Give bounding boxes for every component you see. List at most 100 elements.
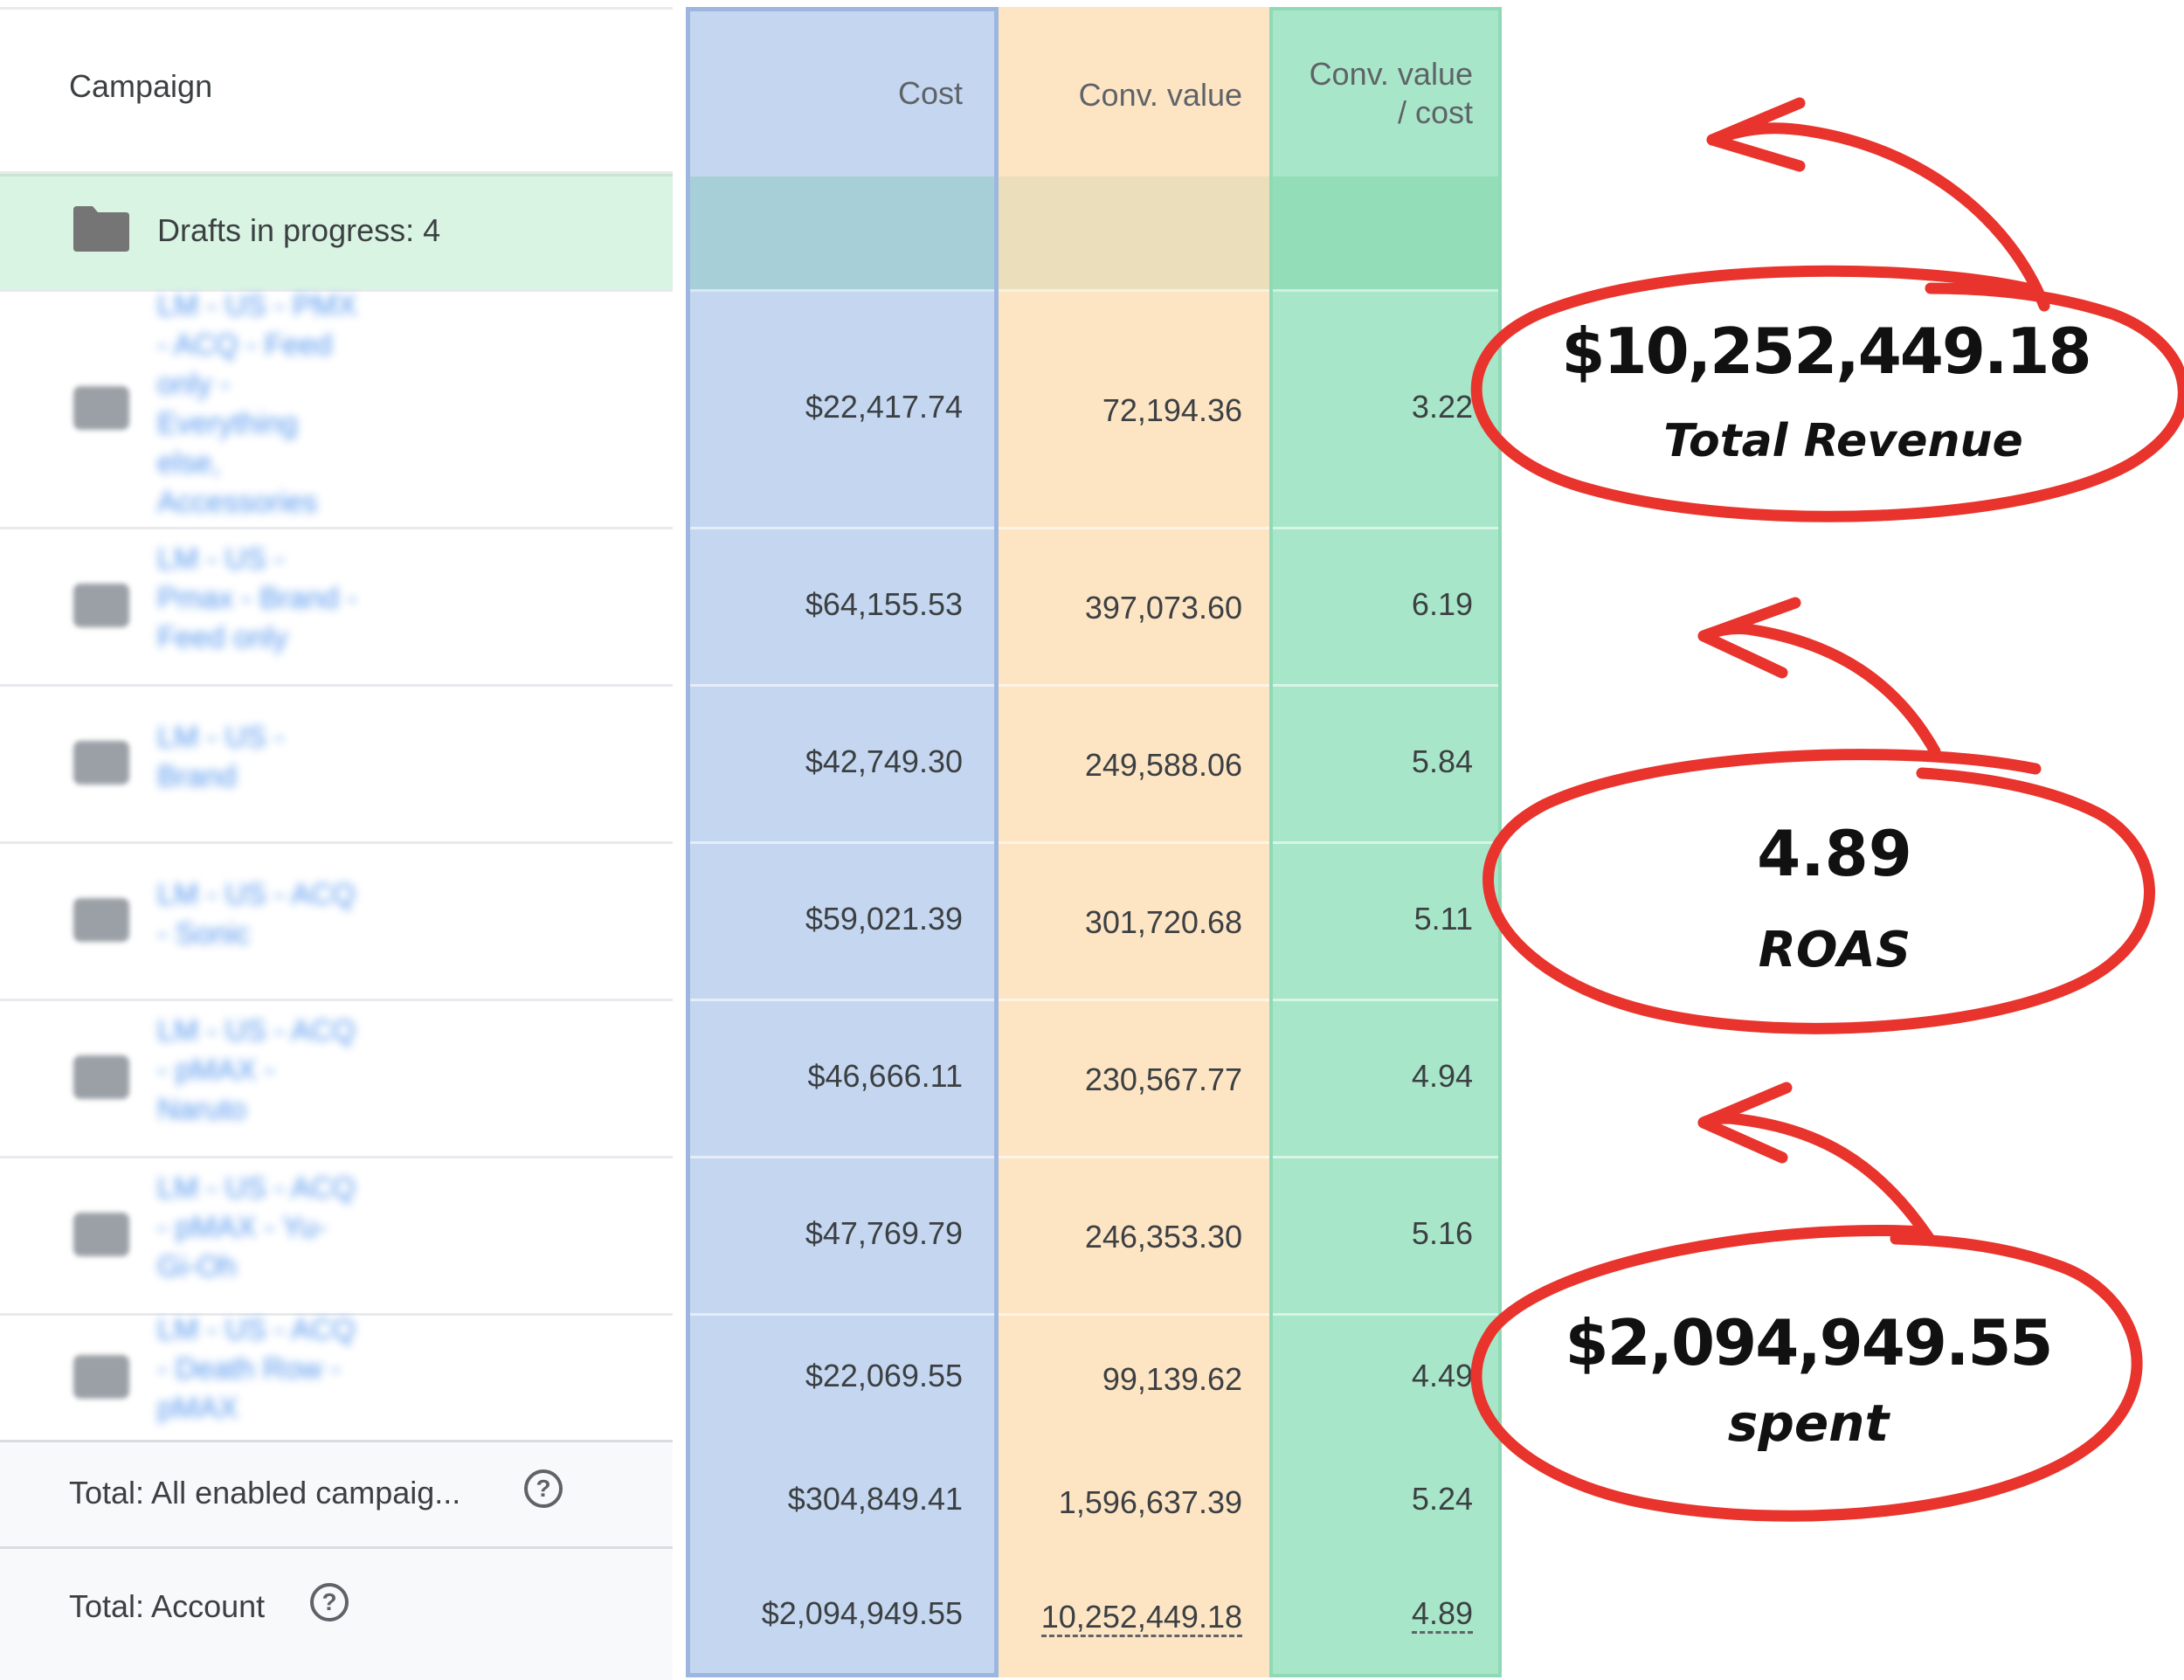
help-icon[interactable]: ? xyxy=(524,1469,563,1508)
column-row-divider xyxy=(999,1156,1269,1158)
column-row-divider xyxy=(999,999,1269,1001)
column-row-divider xyxy=(690,1156,994,1158)
row-divider xyxy=(0,999,673,1001)
roas-circle xyxy=(1482,749,2155,1034)
column-row-divider xyxy=(690,1313,994,1316)
drafts-label: Drafts in progress: 4 xyxy=(157,212,441,248)
roas-annotation-value: 4.89 xyxy=(1757,817,1912,890)
conv-value-header[interactable]: Conv. value xyxy=(1078,77,1242,113)
column-row-divider xyxy=(999,289,1269,292)
roas-header-line1[interactable]: Conv. value xyxy=(1309,56,1473,92)
column-row-divider xyxy=(690,527,994,529)
row-divider xyxy=(0,1313,673,1316)
spent-annotation-value: $2,094,949.55 xyxy=(1565,1306,2053,1379)
conv-value-cell: 230,567.77 xyxy=(1084,1061,1242,1097)
roas-cell: 6.19 xyxy=(1411,586,1473,622)
roas-header-line2[interactable]: / cost xyxy=(1397,94,1473,130)
column-row-divider xyxy=(690,289,994,292)
column-row-divider xyxy=(999,841,1269,844)
total-account-roas-text[interactable]: 4.89 xyxy=(1411,1595,1473,1634)
column-row-divider xyxy=(999,684,1269,687)
campaign-name-link[interactable]: LM - US - ACQ - Sonic xyxy=(157,878,356,951)
column-row-divider xyxy=(690,841,994,844)
help-icon[interactable]: ? xyxy=(310,1583,349,1621)
total-account-cost: $2,094,949.55 xyxy=(761,1595,963,1631)
row-divider xyxy=(0,684,673,687)
conv-value-cell: 301,720.68 xyxy=(1084,904,1242,940)
folder-icon xyxy=(73,206,129,252)
cost-cell: $46,666.11 xyxy=(807,1058,963,1094)
drafts-roas-cell xyxy=(1273,176,1498,292)
cost-cell: $42,749.30 xyxy=(805,743,963,779)
campaign-name-link[interactable]: LM - US - Pmax - Brand - Feed only xyxy=(157,543,357,654)
roas-cell: 4.94 xyxy=(1411,1058,1473,1094)
total-account-conv-value: 10,252,449.18 xyxy=(1013,1599,1242,1637)
total-enabled-conv-value: 1,596,637.39 xyxy=(1058,1484,1242,1520)
revenue-annotation-caption: Total Revenue xyxy=(1663,415,2023,467)
revenue-circle xyxy=(1470,265,2184,522)
column-row-divider xyxy=(690,684,994,687)
cost-cell: $64,155.53 xyxy=(805,586,963,622)
header-bottom-line xyxy=(0,171,673,174)
total-enabled-roas: 5.24 xyxy=(1411,1481,1473,1517)
performance-max-icon xyxy=(73,1213,129,1256)
cost-cell: $22,069.55 xyxy=(805,1357,963,1393)
search-campaign-icon xyxy=(73,741,129,785)
total-account-roas: 4.89 xyxy=(1275,1595,1473,1634)
column-row-divider xyxy=(999,1313,1269,1316)
campaign-name-link[interactable]: LM - US - PMX - ACQ - Feed only - Everyt… xyxy=(157,289,357,519)
total-account-label: Total: Account xyxy=(69,1588,266,1624)
roas-cell: 3.22 xyxy=(1411,389,1473,425)
campaign-name-link[interactable]: LM - US - Brand xyxy=(157,721,285,793)
roas-cell: 5.84 xyxy=(1411,743,1473,779)
row-divider xyxy=(0,1156,673,1158)
spent-annotation-caption: spent xyxy=(1727,1393,1890,1453)
column-row-divider xyxy=(1273,527,1498,529)
performance-max-icon xyxy=(73,1055,129,1099)
conv-value-cell: 72,194.36 xyxy=(1102,392,1242,428)
spent-circle xyxy=(1470,1225,2143,1522)
column-row-divider xyxy=(1273,289,1498,292)
conv-value-cell: 99,139.62 xyxy=(1102,1360,1242,1397)
column-row-divider xyxy=(999,527,1269,529)
cost-cell: $59,021.39 xyxy=(805,901,963,937)
row-divider xyxy=(0,289,673,292)
campaign-header[interactable]: Campaign xyxy=(69,68,213,104)
header-top-line xyxy=(0,7,673,10)
conv-value-cell: 397,073.60 xyxy=(1084,590,1242,626)
cost-header[interactable]: Cost xyxy=(897,75,963,111)
conv-value-cell: 249,588.06 xyxy=(1084,747,1242,783)
total-enabled-cost: $304,849.41 xyxy=(787,1481,963,1517)
drafts-cost-cell xyxy=(690,176,994,292)
row-divider xyxy=(0,527,673,529)
total-enabled-label: Total: All enabled campaig... xyxy=(69,1475,461,1511)
spent-arrow-head xyxy=(1697,1082,1793,1164)
cost-cell: $47,769.79 xyxy=(805,1215,963,1251)
campaign-name-link[interactable]: LM - US - ACQ - pMAX - Naruto xyxy=(157,1014,356,1126)
performance-max-icon xyxy=(73,386,129,430)
total-account-conv-value-text[interactable]: 10,252,449.18 xyxy=(1040,1599,1242,1637)
row-divider xyxy=(0,841,673,844)
performance-max-icon xyxy=(73,1354,129,1399)
column-row-divider xyxy=(1273,999,1498,1001)
roas-cell: 4.49 xyxy=(1411,1357,1473,1393)
revenue-annotation-value: $10,252,449.18 xyxy=(1561,315,2091,388)
revenue-arrow-head xyxy=(1706,97,1806,172)
campaign-name-link[interactable]: LM - US - ACQ - pMAX - Yu-Gi-Oh xyxy=(157,1172,356,1283)
roas-arrow-head xyxy=(1697,597,1801,679)
drafts-conv-cell xyxy=(999,176,1269,292)
column-row-divider xyxy=(1273,1313,1498,1316)
column-row-divider xyxy=(1273,1156,1498,1158)
column-row-divider xyxy=(1273,684,1498,687)
cost-cell: $22,417.74 xyxy=(805,389,963,425)
campaign-name-link[interactable]: LM - US - ACQ - Death Row - pMAX xyxy=(157,1313,356,1425)
drafts-row[interactable] xyxy=(0,174,673,292)
column-row-divider xyxy=(690,999,994,1001)
roas-cell: 5.11 xyxy=(1413,901,1473,937)
roas-annotation-caption: ROAS xyxy=(1758,922,1911,978)
conv-value-cell: 246,353.30 xyxy=(1084,1219,1242,1255)
roas-cell: 5.16 xyxy=(1411,1215,1473,1251)
performance-max-icon xyxy=(73,898,129,942)
column-row-divider xyxy=(1273,841,1498,844)
